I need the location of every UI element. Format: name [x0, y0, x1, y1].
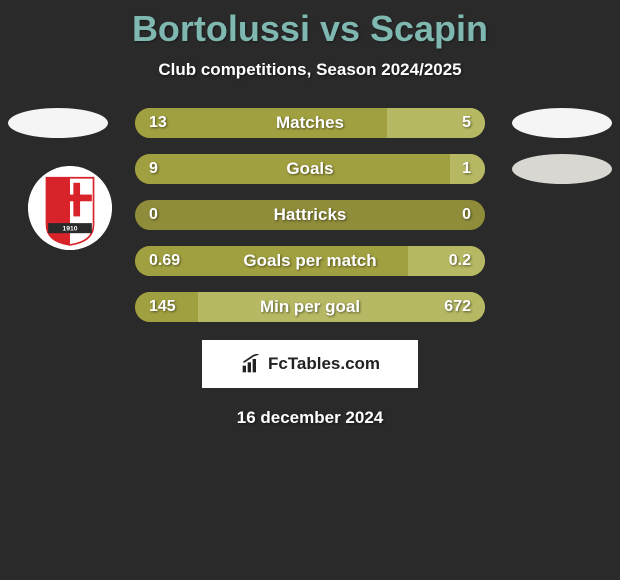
stat-bar-right [408, 246, 485, 276]
stat-bar-left [135, 154, 450, 184]
player-left-badge [8, 108, 108, 138]
svg-text:1910: 1910 [63, 226, 78, 233]
date-text: 16 december 2024 [0, 408, 620, 428]
stat-value-right: 0.2 [449, 246, 471, 276]
stat-value-right: 5 [462, 108, 471, 138]
crest-svg: 1910 [28, 166, 112, 250]
attribution-box: FcTables.com [202, 340, 418, 388]
stat-value-left: 0 [149, 200, 158, 230]
stat-value-left: 13 [149, 108, 167, 138]
stat-row: Matches135 [135, 108, 485, 138]
player-right-badge-2 [512, 154, 612, 184]
stat-value-right: 0 [462, 200, 471, 230]
stat-label: Hattricks [135, 200, 485, 230]
page-title: Bortolussi vs Scapin [0, 0, 620, 50]
comparison-chart: 1910 Matches135Goals91Hattricks00Goals p… [0, 108, 620, 322]
stat-row: Goals per match0.690.2 [135, 246, 485, 276]
attribution-text: FcTables.com [268, 354, 380, 374]
stat-value-left: 0.69 [149, 246, 180, 276]
stat-value-right: 672 [444, 292, 471, 322]
club-crest: 1910 [28, 166, 112, 250]
stat-row: Hattricks0 0 [135, 200, 485, 230]
stat-row: Min per goal145672 [135, 292, 485, 322]
stat-row: Goals91 [135, 154, 485, 184]
subtitle: Club competitions, Season 2024/2025 [0, 60, 620, 80]
stat-bar-left [135, 108, 387, 138]
chart-icon [240, 354, 262, 374]
player-right-badge-1 [512, 108, 612, 138]
stat-value-right: 1 [462, 154, 471, 184]
stat-value-left: 145 [149, 292, 176, 322]
stat-value-left: 9 [149, 154, 158, 184]
stat-bar-right [198, 292, 485, 322]
